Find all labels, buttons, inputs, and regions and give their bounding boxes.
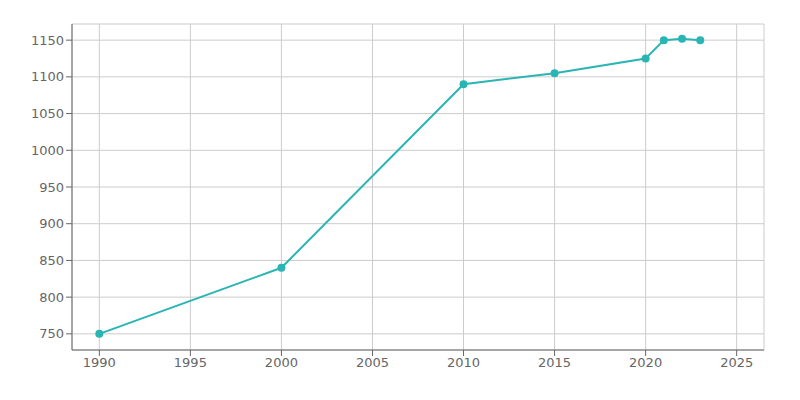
svg-text:1000: 1000	[31, 143, 64, 158]
svg-text:2010: 2010	[447, 355, 480, 370]
svg-text:1050: 1050	[31, 106, 64, 121]
svg-text:900: 900	[39, 216, 64, 231]
svg-text:2000: 2000	[265, 355, 298, 370]
svg-text:2005: 2005	[356, 355, 389, 370]
svg-text:1990: 1990	[83, 355, 116, 370]
svg-text:850: 850	[39, 253, 64, 268]
svg-text:800: 800	[39, 290, 64, 305]
svg-text:750: 750	[39, 326, 64, 341]
svg-text:1100: 1100	[31, 69, 64, 84]
svg-text:2025: 2025	[720, 355, 753, 370]
svg-text:2020: 2020	[629, 355, 662, 370]
svg-text:1150: 1150	[31, 33, 64, 48]
svg-text:2015: 2015	[538, 355, 571, 370]
svg-text:950: 950	[39, 180, 64, 195]
svg-text:1995: 1995	[174, 355, 207, 370]
